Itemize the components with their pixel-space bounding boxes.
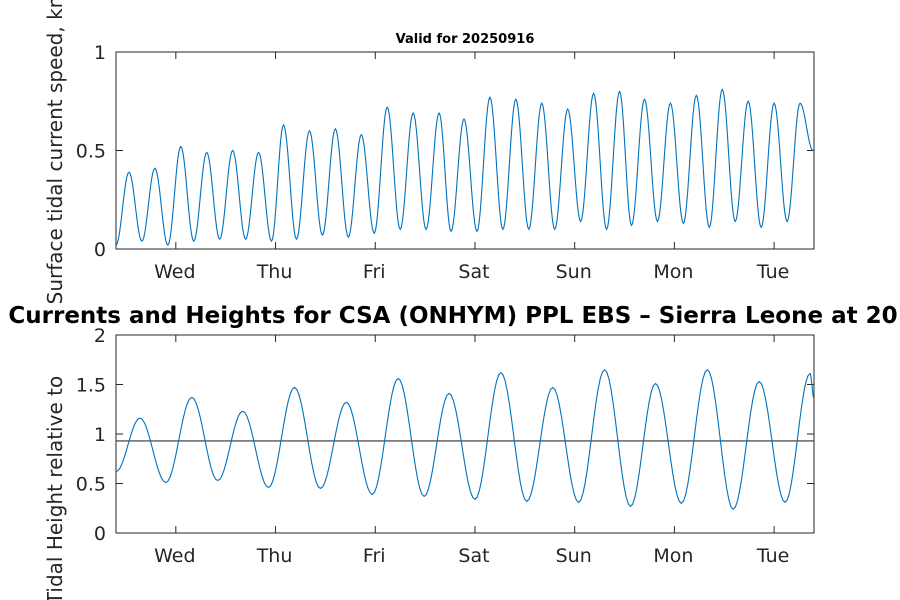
tidal-height-xtick-label: Sun [556,545,592,567]
tidal-height-ytick-label: 1.5 [76,375,106,397]
current-speed-xticks: Wed Thu Fri Sat Sun Mon Tue [154,52,789,283]
current-speed-series-line [115,88,814,246]
tidal-height-xtick-label: Sat [458,545,489,567]
tidal-height-ytick-label: 1 [94,424,106,446]
tidal-height-ytick-label: 2 [94,325,106,347]
tidal-height-panel: Currents and Heights for CSA (ONHYM) PPL… [8,303,897,600]
current-speed-ytick-label: 0.5 [76,141,106,163]
current-speed-xtick-label: Sat [458,261,489,283]
tidal-height-axes-box [115,334,815,534]
current-speed-ytick-label: 0 [94,239,106,261]
tidal-height-ylabel: Tidal Height relative to [43,376,67,600]
tidal-height-xtick-label: Fri [363,545,386,567]
current-speed-ylabel: Surface tidal current speed, kn [43,0,67,304]
tidal-height-series-line [115,368,815,511]
tidal-height-yticks: 0 0.5 1 1.5 2 [76,325,814,545]
current-speed-ytick-label: 1 [94,42,106,64]
current-speed-panel: Valid for 20250916 Surface tidal current… [43,0,815,304]
current-speed-xtick-label: Sun [556,261,592,283]
current-speed-axes-box [115,51,815,250]
tidal-height-xtick-label: Wed [154,545,195,567]
tidal-height-xtick-label: Mon [653,545,693,567]
current-speed-yticks: 00.51 [76,42,814,261]
main-title: Currents and Heights for CSA (ONHYM) PPL… [8,303,897,329]
tidal-height-xtick-label: Thu [256,545,293,567]
tidal-height-xtick-label: Tue [756,545,789,567]
current-speed-xtick-label: Wed [154,261,195,283]
current-speed-title: Valid for 20250916 [396,32,535,47]
tidal-height-ytick-label: 0 [94,523,106,545]
tidal-height-ytick-label: 0.5 [76,474,106,496]
current-speed-xtick-label: Thu [256,261,293,283]
current-speed-xtick-label: Fri [363,261,386,283]
current-speed-xtick-label: Mon [653,261,693,283]
current-speed-xtick-label: Tue [756,261,789,283]
tidal-height-xticks: Wed Thu Fri Sat Sun Mon Tue [154,335,789,567]
